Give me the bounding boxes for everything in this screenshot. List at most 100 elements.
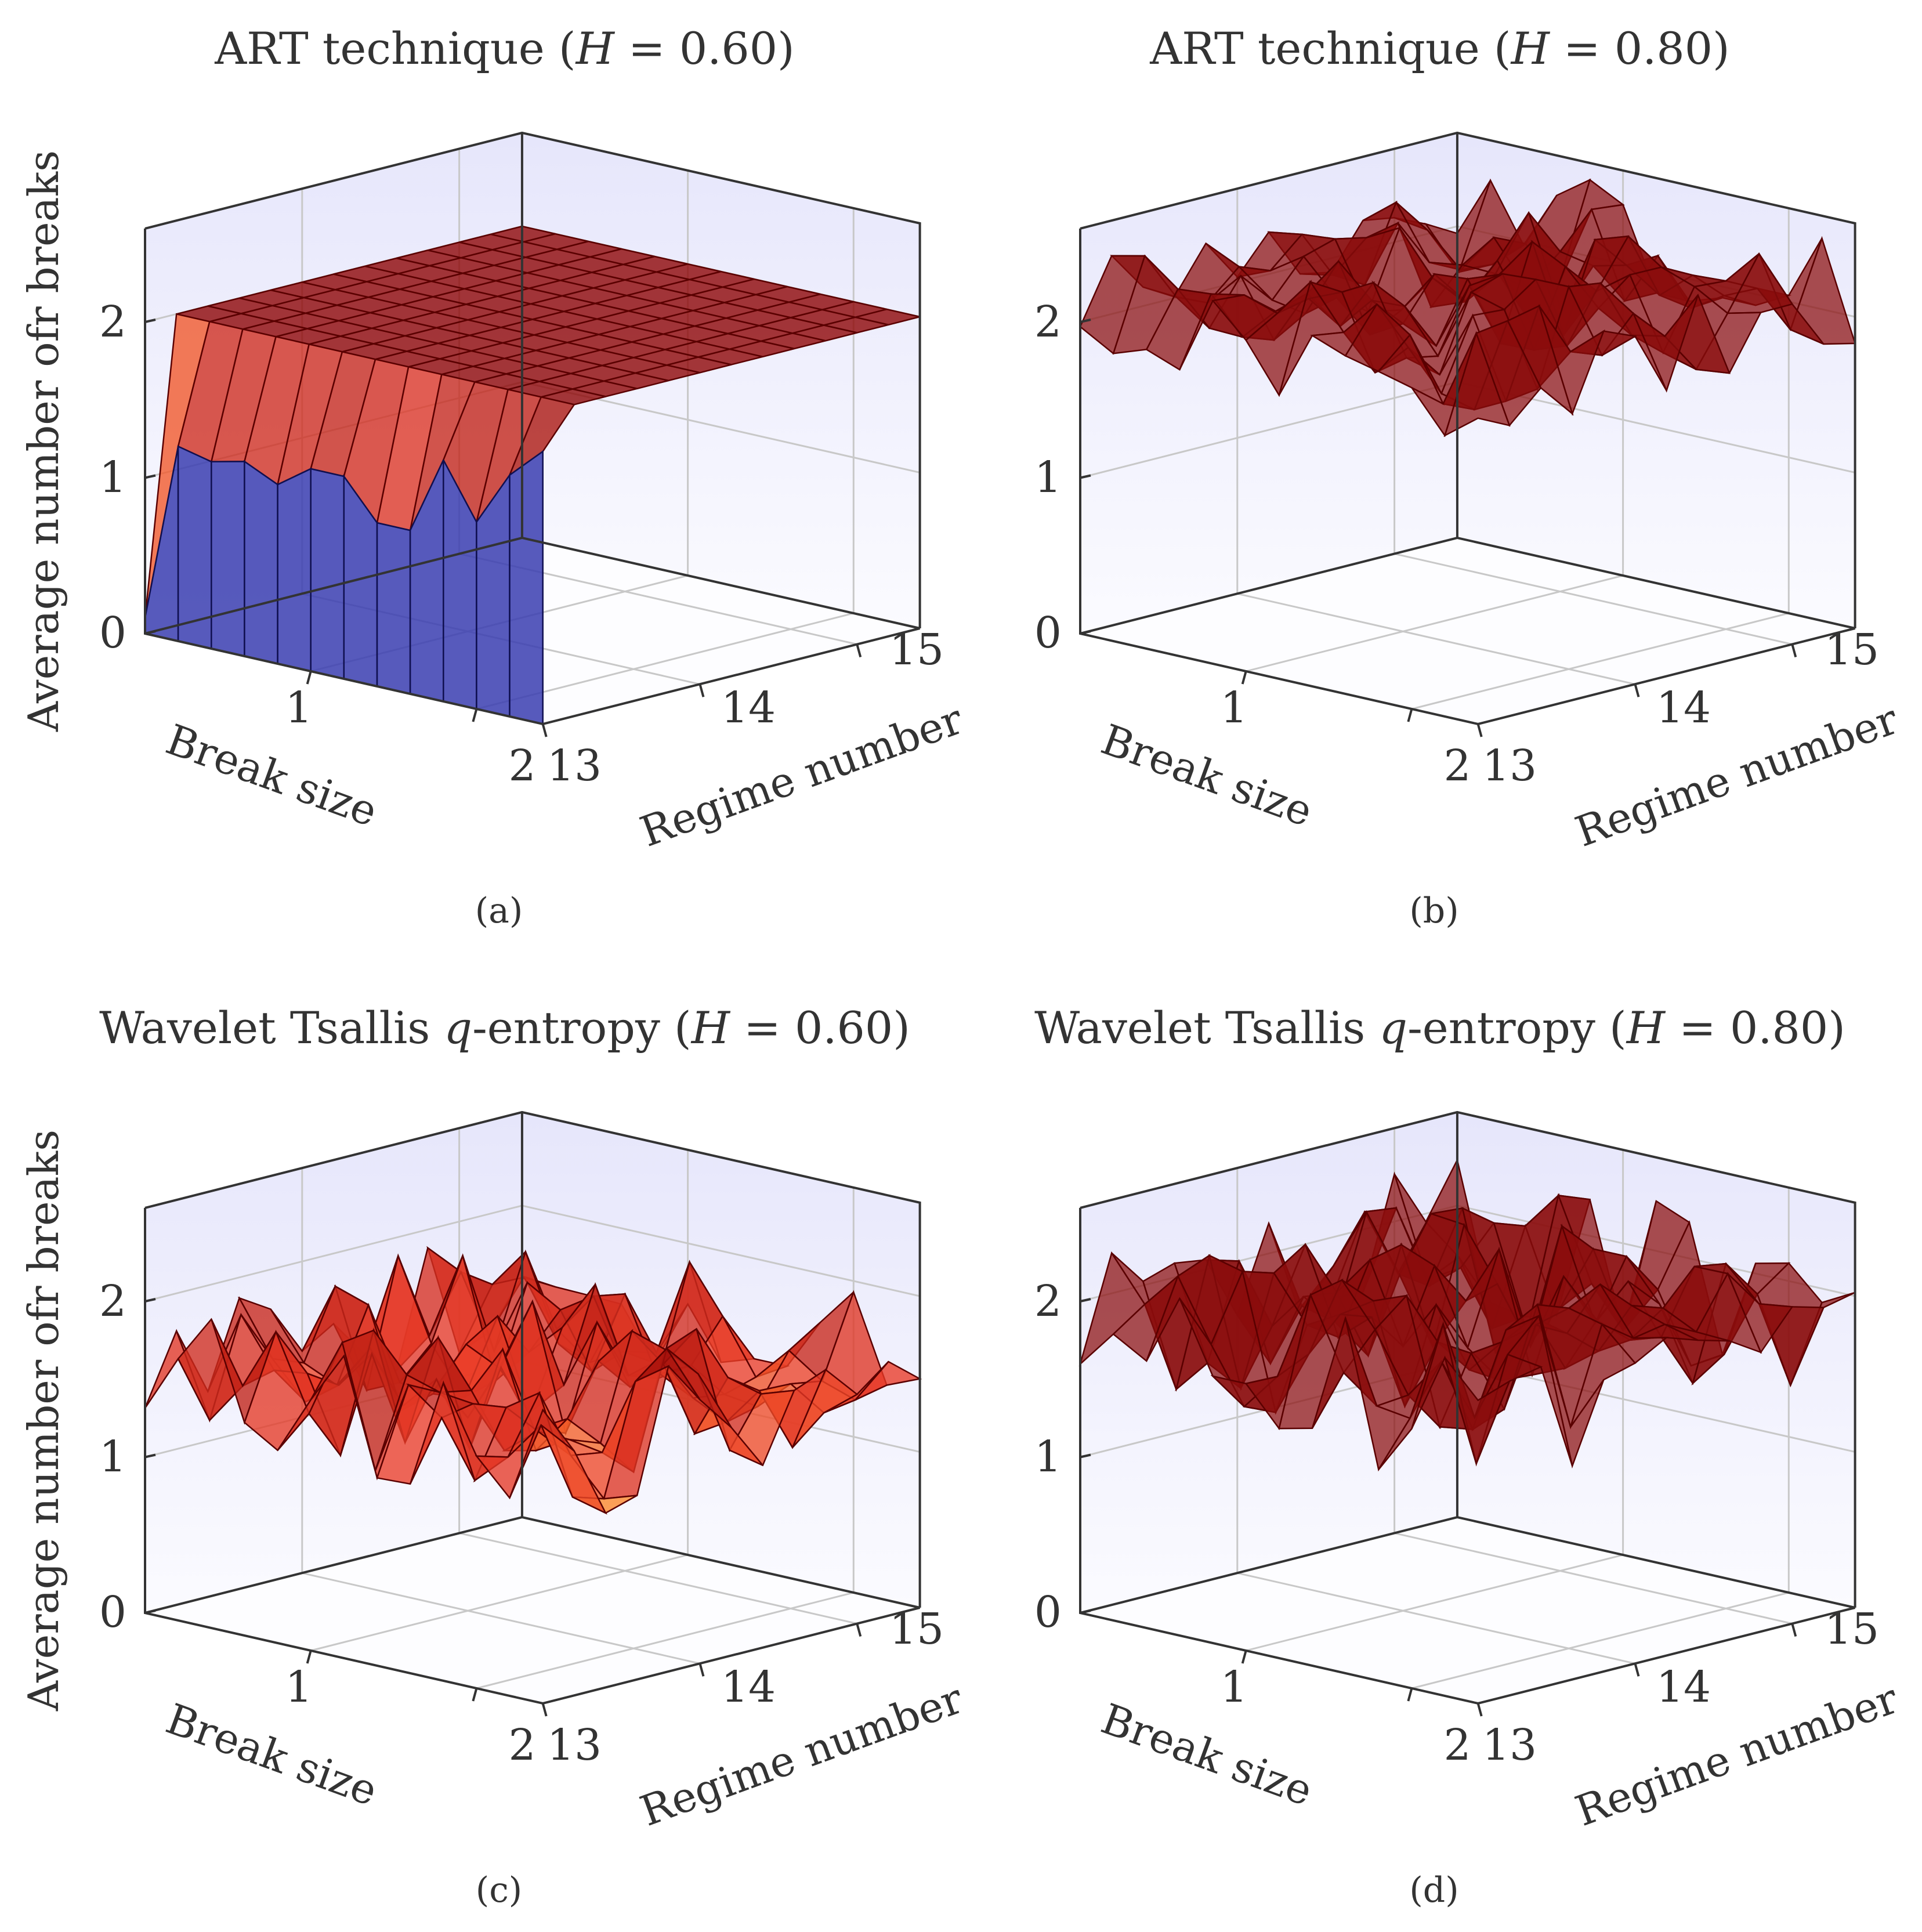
panel-d-xtick-1: 1 <box>1220 1662 1247 1712</box>
panel-a-ytick-1: 1 <box>99 453 126 502</box>
panel-c-xtick-mark <box>472 1688 478 1702</box>
panel-b-xtick-2: 2 <box>1443 741 1471 791</box>
panel-b-ytick-mark <box>1080 319 1091 323</box>
panel-b-ytick-1: 1 <box>1034 453 1062 502</box>
panel-d-ytick-0: 0 <box>1034 1587 1062 1637</box>
panel-c-ytick-0: 0 <box>99 1587 126 1637</box>
panel-a-xtick-1: 1 <box>285 683 312 733</box>
panel-c-axis-lines <box>144 1207 921 1705</box>
panel-d-ztick-15: 15 <box>1825 1604 1879 1654</box>
panel-b-ztick-13: 13 <box>1482 741 1537 791</box>
panel-d-xtick-2: 2 <box>1443 1720 1471 1770</box>
panel-b-xtick-mark <box>1407 708 1413 722</box>
panel-c-xtick-2: 2 <box>508 1720 535 1770</box>
panel-d-ztick-mark <box>1476 1703 1483 1717</box>
panel-d-xtick-mark <box>1241 1650 1247 1664</box>
panel-a-curtain-strip <box>211 461 245 657</box>
panel-d: Wavelet Tsallis q-entropy (H = 0.80) 0 1… <box>1034 1002 1905 1911</box>
panel-a-ztick-mark <box>698 683 705 697</box>
panel-c-ylabel: Average number ofr breaks <box>19 1130 68 1712</box>
panel-d-surface <box>1078 1157 1856 1472</box>
panel-c-top-edges <box>144 1110 921 1608</box>
panel-a-axis-lines <box>144 228 921 726</box>
panel-a-ylabel: Average number ofr breaks <box>19 150 68 732</box>
panel-b-surface <box>1079 178 1856 437</box>
panel-b-xlabel: Break size <box>1095 715 1319 836</box>
panel-c-ztick-mark <box>698 1663 705 1677</box>
panel-c-ytick-mark <box>144 1298 156 1303</box>
panel-a-surface <box>144 225 920 725</box>
panel-b-zlabel: Regime number <box>1569 694 1905 856</box>
panel-a-ytick-2: 2 <box>99 297 126 347</box>
panel-a-ytick-mark <box>144 474 156 479</box>
panel-a-ztick-13: 13 <box>547 741 602 791</box>
panel-d-top-edges <box>1080 1110 1856 1608</box>
panel-a-frame <box>144 131 921 737</box>
panel-b-ytick-2: 2 <box>1034 297 1062 347</box>
panel-b-top-edges <box>1080 131 1856 628</box>
panel-c-title: Wavelet Tsallis q-entropy (H = 0.60) <box>99 1002 910 1054</box>
panel-d-ztick-13: 13 <box>1482 1720 1537 1770</box>
panel-d-xlabel: Break size <box>1095 1694 1319 1815</box>
panel-d-axis-lines <box>1079 1207 1856 1705</box>
panel-c-ytick-1: 1 <box>99 1432 126 1482</box>
panel-b-ztick-14: 14 <box>1656 683 1711 733</box>
panel-b-surface-cell <box>1443 331 1511 437</box>
panel-d-surface-cell <box>1444 1357 1511 1466</box>
panel-d-frame <box>1079 1110 1856 1717</box>
panel-d-ytick-1: 1 <box>1034 1432 1062 1482</box>
panel-a-curtain-strip <box>509 450 544 725</box>
panel-c-ytick-mark <box>144 1453 156 1459</box>
panel-a-caption: (a) <box>475 891 523 931</box>
panel-c-xlabel: Break size <box>160 1694 384 1815</box>
panel-a-curtain-strip <box>277 468 312 672</box>
panel-a-ytick-mark <box>144 319 156 323</box>
panel-c-surface <box>144 1246 922 1515</box>
panel-b-ztick-mark <box>1634 683 1640 697</box>
panel-c-caption: (c) <box>476 1870 522 1911</box>
panel-a-zlabel: Regime number <box>634 694 969 856</box>
panel-b-ztick-mark <box>1791 643 1797 658</box>
panel-d-ytick-mark <box>1080 1609 1091 1614</box>
panel-b-ztick-mark <box>1476 723 1483 737</box>
panel-c-ztick-mark <box>856 1623 862 1637</box>
panel-c-xtick-mark <box>306 1650 312 1664</box>
panel-a: ART technique (H = 0.60) Average number … <box>19 23 969 931</box>
panel-b-xtick-1: 1 <box>1220 683 1247 733</box>
panel-c-frame <box>144 1110 921 1717</box>
panel-d-caption: (d) <box>1409 1870 1458 1911</box>
panel-d-ytick-mark <box>1080 1453 1091 1459</box>
panel-a-xtick-2: 2 <box>508 741 535 791</box>
panel-c-ztick-15: 15 <box>889 1604 944 1654</box>
panel-a-curtain-strip <box>376 522 411 695</box>
panel-a-ztick-mark <box>856 643 862 658</box>
panel-d-ytick-2: 2 <box>1034 1276 1062 1326</box>
panel-b-ytick-0: 0 <box>1034 608 1062 658</box>
panel-d-ztick-14: 14 <box>1656 1662 1711 1712</box>
panel-b-ztick-15: 15 <box>1825 625 1879 675</box>
panel-d-xtick-mark <box>1407 1688 1413 1702</box>
panel-b-frame <box>1079 131 1856 737</box>
panel-a-ytick-mark <box>144 630 156 635</box>
panel-c-xtick-1: 1 <box>285 1662 312 1712</box>
panel-c: Wavelet Tsallis q-entropy (H = 0.60) Ave… <box>19 1002 969 1911</box>
panel-a-xtick-mark <box>472 708 478 722</box>
panel-c-ytick-mark <box>144 1609 156 1614</box>
panel-a-top-edges <box>144 131 921 628</box>
panel-b-axis-lines <box>1079 228 1856 726</box>
panel-a-xlabel: Break size <box>160 715 384 836</box>
panel-b-title: ART technique (H = 0.80) <box>1149 23 1729 74</box>
panel-d-zlabel: Regime number <box>1569 1674 1905 1836</box>
panel-c-zlabel: Regime number <box>634 1674 969 1836</box>
panel-a-ztick-14: 14 <box>721 683 776 733</box>
panel-d-ztick-mark <box>1791 1623 1797 1637</box>
panel-d-ztick-mark <box>1634 1663 1640 1677</box>
panel-a-xtick-mark <box>306 671 312 685</box>
panel-b-ytick-mark <box>1080 630 1091 635</box>
panel-d-ytick-mark <box>1080 1298 1091 1303</box>
panel-c-ztick-13: 13 <box>547 1720 602 1770</box>
panel-b-xtick-mark <box>1241 671 1247 685</box>
panel-a-ztick-15: 15 <box>889 625 944 675</box>
panel-a-ytick-0: 0 <box>99 608 126 658</box>
panel-a-title: ART technique (H = 0.60) <box>214 23 794 74</box>
